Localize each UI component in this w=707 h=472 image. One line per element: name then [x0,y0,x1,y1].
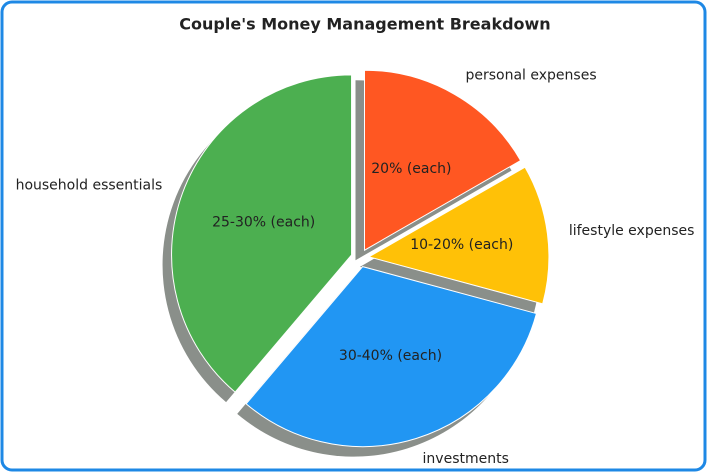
slice-annotation: 10-20% (each) [410,237,513,253]
slice-annotation: 20% (each) [371,161,451,177]
category-label: personal expenses [465,68,596,84]
slice [171,74,353,393]
category-label: investments [423,451,509,467]
slice [364,69,522,252]
slice [245,266,538,448]
slice [367,166,550,305]
category-label: lifestyle expenses [569,223,695,239]
slice-annotation: 25-30% (each) [212,215,315,231]
slices: 20% (each) personal expenses 10-20% (each)… [16,68,695,467]
category-label: household essentials [16,177,163,193]
chart-title: Couple's Money Management Breakdown [179,15,550,34]
slice-annotation: 30-40% (each) [339,348,442,364]
